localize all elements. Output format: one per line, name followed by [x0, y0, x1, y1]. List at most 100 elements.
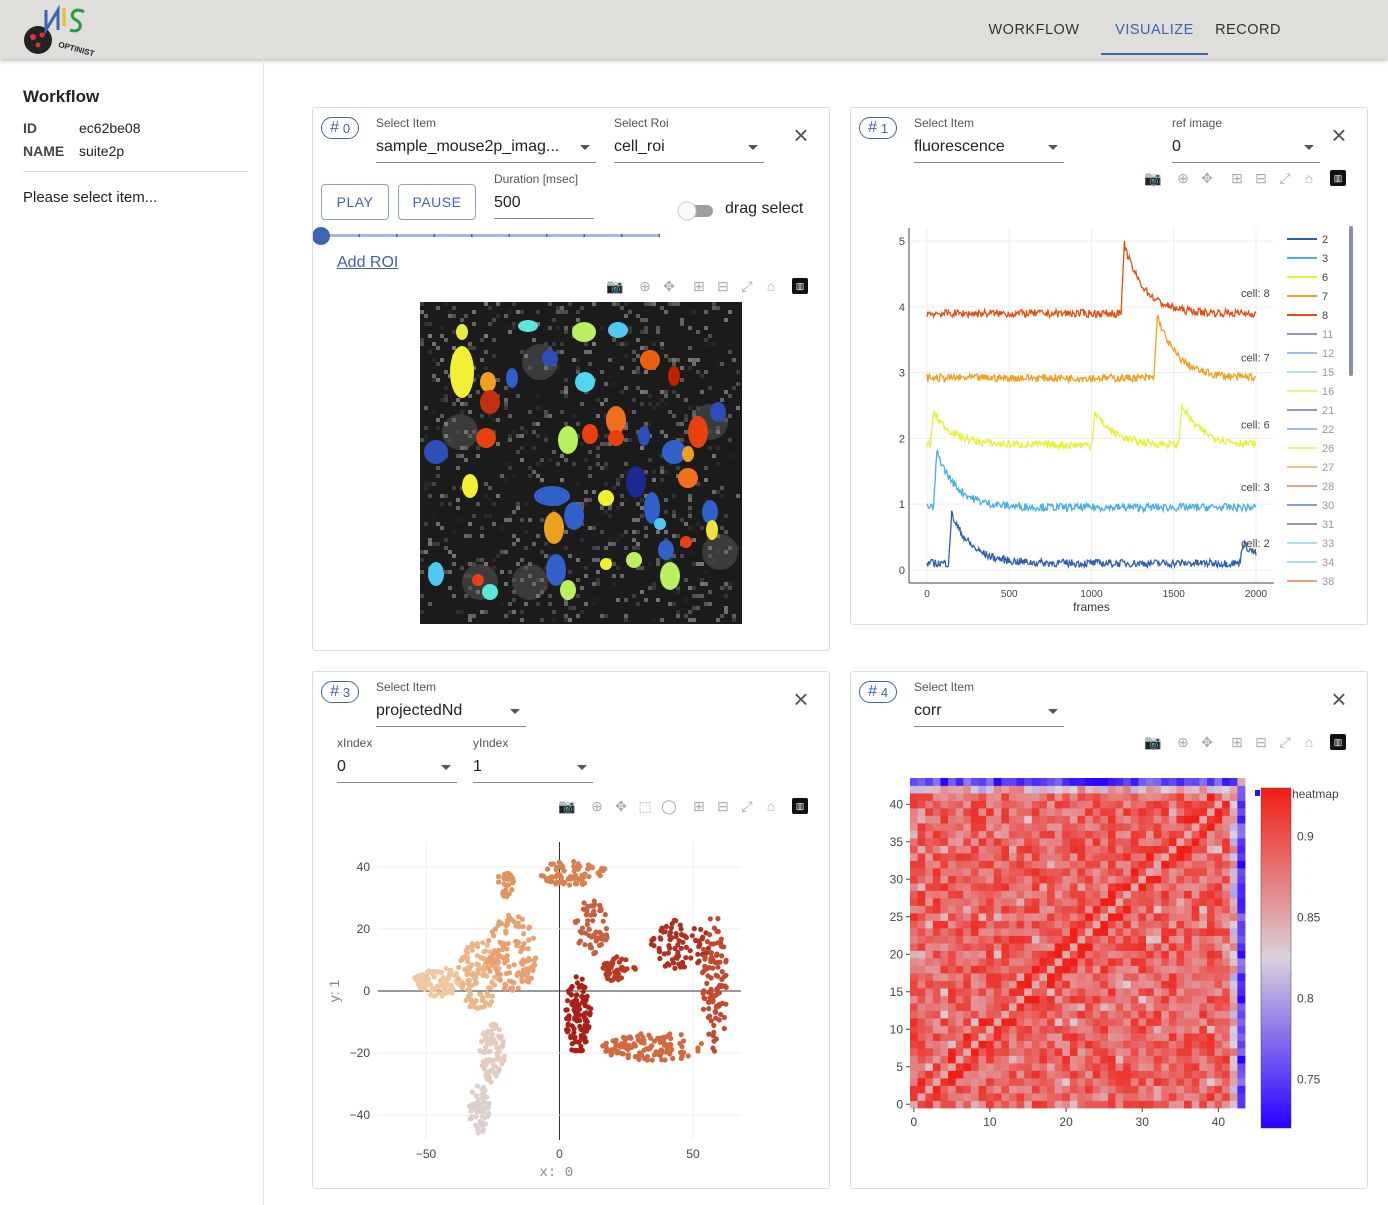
- scatter-point[interactable]: [445, 976, 451, 982]
- scatter-point[interactable]: [719, 969, 725, 975]
- camera-icon[interactable]: 📷: [1144, 169, 1162, 186]
- scatter-point[interactable]: [486, 938, 492, 944]
- roi-cell[interactable]: [428, 562, 444, 586]
- scatter-point[interactable]: [669, 1047, 675, 1053]
- scatter-point[interactable]: [488, 1079, 494, 1085]
- roi-cell[interactable]: [534, 486, 570, 506]
- scatter-point[interactable]: [577, 928, 583, 935]
- scatter-point[interactable]: [641, 1047, 647, 1053]
- scatter-point[interactable]: [698, 1041, 704, 1047]
- legend-entry[interactable]: 2: [1322, 234, 1328, 246]
- roi-cell[interactable]: [564, 502, 584, 530]
- legend-entry[interactable]: 11: [1322, 329, 1333, 341]
- zoom-out-icon[interactable]: ⊟: [1255, 169, 1267, 186]
- scatter-point[interactable]: [672, 965, 678, 971]
- scatter-point[interactable]: [484, 942, 490, 948]
- scatter-point[interactable]: [708, 991, 714, 997]
- roi-cell[interactable]: [608, 430, 624, 446]
- scatter-point[interactable]: [604, 960, 610, 966]
- scatter-point[interactable]: [483, 1000, 489, 1006]
- scatter-point[interactable]: [424, 970, 430, 976]
- scatter-point[interactable]: [496, 1027, 502, 1033]
- scatter-point[interactable]: [689, 933, 695, 939]
- scatter-point[interactable]: [646, 1032, 652, 1038]
- scatter-point[interactable]: [491, 1037, 497, 1043]
- autoscale-icon[interactable]: ⤢: [741, 277, 753, 294]
- frame-slider[interactable]: [313, 224, 673, 248]
- scatter-point[interactable]: [524, 958, 530, 964]
- scatter-point[interactable]: [501, 943, 507, 949]
- scatter-point[interactable]: [520, 923, 526, 930]
- roi-cell[interactable]: [710, 402, 726, 422]
- scatter-point[interactable]: [668, 925, 674, 931]
- scatter-point[interactable]: [721, 1014, 727, 1021]
- scatter-point[interactable]: [505, 876, 511, 882]
- scatter-point[interactable]: [591, 910, 597, 916]
- scatter-point[interactable]: [658, 928, 664, 934]
- pan-icon[interactable]: ✥: [1201, 733, 1213, 750]
- scatter-point[interactable]: [508, 873, 514, 879]
- scatter-point[interactable]: [511, 980, 517, 986]
- scatter-point[interactable]: [571, 1029, 577, 1036]
- scatter-point[interactable]: [658, 936, 664, 942]
- plotly-logo-icon[interactable]: ▥: [1330, 734, 1346, 750]
- scatter-point[interactable]: [687, 948, 693, 954]
- scatter-point[interactable]: [672, 917, 678, 923]
- scatter-point[interactable]: [569, 1041, 575, 1047]
- scatter-point[interactable]: [577, 1017, 583, 1024]
- roi-cell[interactable]: [640, 350, 660, 370]
- legend-entry[interactable]: 34: [1322, 557, 1334, 569]
- scatter-point[interactable]: [519, 916, 525, 922]
- scatter-point[interactable]: [447, 971, 453, 977]
- scatter-point[interactable]: [707, 916, 713, 922]
- scatter-point[interactable]: [493, 966, 499, 972]
- scatter-point[interactable]: [443, 965, 449, 972]
- scatter-point[interactable]: [600, 1043, 606, 1049]
- scatter-point[interactable]: [598, 941, 604, 948]
- scatter-point[interactable]: [427, 982, 434, 988]
- scatter-point[interactable]: [583, 912, 589, 918]
- scatter-point[interactable]: [518, 949, 524, 955]
- select-item-dropdown[interactable]: fluorescence: [914, 133, 1064, 163]
- roi-cell[interactable]: [638, 426, 650, 446]
- scatter-point[interactable]: [468, 997, 474, 1003]
- plotly-logo-icon[interactable]: ▥: [792, 278, 808, 294]
- pause-button[interactable]: PAUSE: [398, 184, 476, 220]
- scatter-point[interactable]: [652, 1038, 658, 1044]
- roi-cell[interactable]: [558, 426, 578, 454]
- scatter-point[interactable]: [465, 993, 472, 999]
- optinist-logo[interactable]: OPTINIST: [20, 4, 100, 56]
- scatter-point[interactable]: [628, 1035, 634, 1041]
- scatter-point[interactable]: [672, 945, 678, 952]
- scatter-point[interactable]: [608, 1052, 614, 1058]
- roi-cell[interactable]: [480, 372, 496, 392]
- scatter-point[interactable]: [705, 1014, 711, 1020]
- scatter-point[interactable]: [511, 962, 517, 968]
- duration-input[interactable]: 500: [494, 189, 594, 219]
- scatter-point[interactable]: [678, 945, 684, 951]
- scatter-point[interactable]: [569, 985, 575, 991]
- scatter-point[interactable]: [590, 918, 596, 924]
- scatter-point[interactable]: [531, 962, 537, 968]
- scatter-point[interactable]: [614, 976, 620, 982]
- scatter-point[interactable]: [571, 868, 577, 874]
- scatter-point[interactable]: [484, 1039, 490, 1045]
- scatter-point[interactable]: [661, 951, 667, 957]
- scatter-point[interactable]: [616, 959, 622, 965]
- scatter-point[interactable]: [438, 977, 444, 983]
- roi-cell[interactable]: [472, 574, 484, 586]
- roi-cell[interactable]: [644, 492, 660, 524]
- scatter-point[interactable]: [659, 1057, 665, 1063]
- scatter-point[interactable]: [667, 945, 673, 951]
- scatter-point[interactable]: [481, 970, 487, 976]
- close-icon[interactable]: ×: [1331, 120, 1347, 150]
- scatter-point[interactable]: [712, 1009, 718, 1015]
- scatter-point[interactable]: [711, 1029, 717, 1035]
- scatter-point[interactable]: [657, 1035, 663, 1042]
- scatter-point[interactable]: [571, 863, 577, 869]
- scatter-point[interactable]: [678, 1032, 684, 1038]
- scatter-point[interactable]: [702, 954, 708, 960]
- camera-icon[interactable]: 📷: [1144, 733, 1162, 750]
- scatter-point[interactable]: [632, 965, 638, 971]
- scatter-point[interactable]: [495, 971, 502, 977]
